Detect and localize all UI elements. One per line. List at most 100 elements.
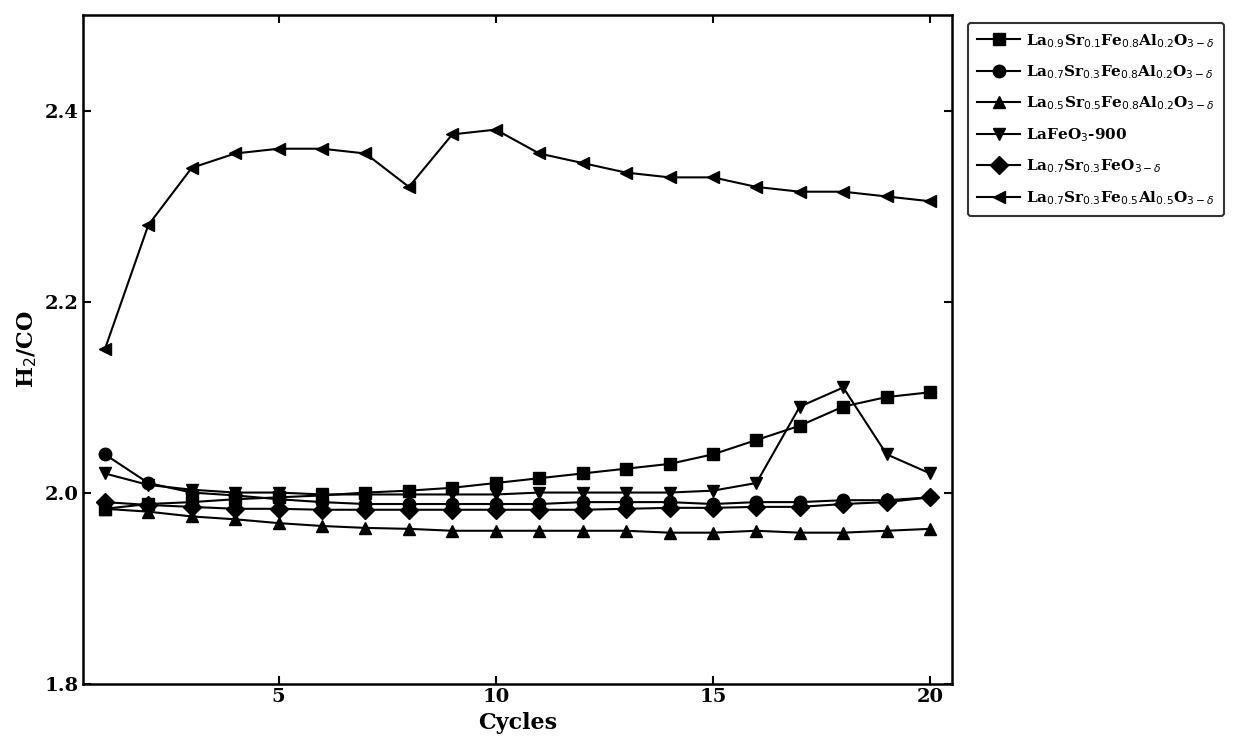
La$_{{0.7}}$Sr$_{{0.3}}$Fe$_{{0.8}}$Al$_{{0.2}}$O$_{{3-\delta}}$	[706, 500, 720, 509]
La$_{{0.7}}$Sr$_{{0.3}}$FeO$_{{3-\delta}}$	[532, 506, 547, 515]
La$_{{0.7}}$Sr$_{{0.3}}$Fe$_{{0.5}}$Al$_{{0.5}}$O$_{{3-\delta}}$	[445, 130, 460, 139]
La$_{{0.7}}$Sr$_{{0.3}}$Fe$_{{0.5}}$Al$_{{0.5}}$O$_{{3-\delta}}$	[272, 145, 286, 154]
La$_{{0.9}}$Sr$_{{0.1}}$Fe$_{{0.8}}$Al$_{{0.2}}$O$_{{3-\delta}}$	[489, 479, 503, 488]
LaFeO$_3$-900	[272, 488, 286, 497]
La$_{{0.7}}$Sr$_{{0.3}}$FeO$_{{3-\delta}}$	[575, 506, 590, 515]
La$_{{0.7}}$Sr$_{{0.3}}$FeO$_{{3-\delta}}$	[836, 500, 851, 509]
La$_{{0.5}}$Sr$_{{0.5}}$Fe$_{{0.8}}$Al$_{{0.2}}$O$_{{3-\delta}}$	[706, 528, 720, 537]
La$_{{0.5}}$Sr$_{{0.5}}$Fe$_{{0.8}}$Al$_{{0.2}}$O$_{{3-\delta}}$	[141, 507, 156, 516]
La$_{{0.7}}$Sr$_{{0.3}}$Fe$_{{0.5}}$Al$_{{0.5}}$O$_{{3-\delta}}$	[98, 345, 113, 354]
Line: LaFeO$_3$-900: LaFeO$_3$-900	[99, 381, 936, 501]
La$_{{0.5}}$Sr$_{{0.5}}$Fe$_{{0.8}}$Al$_{{0.2}}$O$_{{3-\delta}}$	[532, 527, 547, 536]
LaFeO$_3$-900	[98, 469, 113, 478]
La$_{{0.7}}$Sr$_{{0.3}}$FeO$_{{3-\delta}}$	[662, 503, 677, 512]
La$_{{0.5}}$Sr$_{{0.5}}$Fe$_{{0.8}}$Al$_{{0.2}}$O$_{{3-\delta}}$	[98, 504, 113, 513]
La$_{{0.5}}$Sr$_{{0.5}}$Fe$_{{0.8}}$Al$_{{0.2}}$O$_{{3-\delta}}$	[315, 521, 330, 530]
La$_{{0.7}}$Sr$_{{0.3}}$Fe$_{{0.8}}$Al$_{{0.2}}$O$_{{3-\delta}}$	[185, 488, 200, 497]
La$_{{0.5}}$Sr$_{{0.5}}$Fe$_{{0.8}}$Al$_{{0.2}}$O$_{{3-\delta}}$	[272, 518, 286, 527]
La$_{{0.7}}$Sr$_{{0.3}}$Fe$_{{0.5}}$Al$_{{0.5}}$O$_{{3-\delta}}$	[141, 221, 156, 230]
La$_{{0.7}}$Sr$_{{0.3}}$FeO$_{{3-\delta}}$	[445, 506, 460, 515]
La$_{{0.5}}$Sr$_{{0.5}}$Fe$_{{0.8}}$Al$_{{0.2}}$O$_{{3-\delta}}$	[228, 515, 243, 524]
La$_{{0.7}}$Sr$_{{0.3}}$Fe$_{{0.5}}$Al$_{{0.5}}$O$_{{3-\delta}}$	[619, 168, 634, 177]
La$_{{0.7}}$Sr$_{{0.3}}$Fe$_{{0.5}}$Al$_{{0.5}}$O$_{{3-\delta}}$	[879, 192, 894, 201]
La$_{{0.7}}$Sr$_{{0.3}}$Fe$_{{0.5}}$Al$_{{0.5}}$O$_{{3-\delta}}$	[792, 187, 807, 196]
La$_{{0.9}}$Sr$_{{0.1}}$Fe$_{{0.8}}$Al$_{{0.2}}$O$_{{3-\delta}}$	[358, 488, 373, 497]
La$_{{0.9}}$Sr$_{{0.1}}$Fe$_{{0.8}}$Al$_{{0.2}}$O$_{{3-\delta}}$	[272, 493, 286, 502]
La$_{{0.7}}$Sr$_{{0.3}}$FeO$_{{3-\delta}}$	[228, 504, 243, 513]
La$_{{0.7}}$Sr$_{{0.3}}$FeO$_{{3-\delta}}$	[879, 497, 894, 506]
La$_{{0.5}}$Sr$_{{0.5}}$Fe$_{{0.8}}$Al$_{{0.2}}$O$_{{3-\delta}}$	[358, 524, 373, 533]
La$_{{0.7}}$Sr$_{{0.3}}$Fe$_{{0.5}}$Al$_{{0.5}}$O$_{{3-\delta}}$	[706, 173, 720, 182]
La$_{{0.7}}$Sr$_{{0.3}}$FeO$_{{3-\delta}}$	[749, 503, 764, 512]
La$_{{0.7}}$Sr$_{{0.3}}$Fe$_{{0.5}}$Al$_{{0.5}}$O$_{{3-\delta}}$	[923, 197, 937, 206]
LaFeO$_3$-900	[402, 490, 417, 499]
La$_{{0.7}}$Sr$_{{0.3}}$Fe$_{{0.5}}$Al$_{{0.5}}$O$_{{3-\delta}}$	[749, 183, 764, 192]
La$_{{0.7}}$Sr$_{{0.3}}$Fe$_{{0.8}}$Al$_{{0.2}}$O$_{{3-\delta}}$	[315, 497, 330, 506]
La$_{{0.7}}$Sr$_{{0.3}}$FeO$_{{3-\delta}}$	[185, 503, 200, 512]
La$_{{0.7}}$Sr$_{{0.3}}$Fe$_{{0.5}}$Al$_{{0.5}}$O$_{{3-\delta}}$	[575, 159, 590, 168]
La$_{{0.7}}$Sr$_{{0.3}}$Fe$_{{0.8}}$Al$_{{0.2}}$O$_{{3-\delta}}$	[358, 500, 373, 509]
La$_{{0.7}}$Sr$_{{0.3}}$Fe$_{{0.8}}$Al$_{{0.2}}$O$_{{3-\delta}}$	[923, 493, 937, 502]
La$_{{0.7}}$Sr$_{{0.3}}$FeO$_{{3-\delta}}$	[272, 504, 286, 513]
La$_{{0.7}}$Sr$_{{0.3}}$Fe$_{{0.5}}$Al$_{{0.5}}$O$_{{3-\delta}}$	[228, 149, 243, 158]
Line: La$_{{0.7}}$Sr$_{{0.3}}$Fe$_{{0.8}}$Al$_{{0.2}}$O$_{{3-\delta}}$: La$_{{0.7}}$Sr$_{{0.3}}$Fe$_{{0.8}}$Al$_…	[99, 448, 936, 510]
La$_{{0.7}}$Sr$_{{0.3}}$Fe$_{{0.8}}$Al$_{{0.2}}$O$_{{3-\delta}}$	[532, 500, 547, 509]
La$_{{0.7}}$Sr$_{{0.3}}$Fe$_{{0.5}}$Al$_{{0.5}}$O$_{{3-\delta}}$	[402, 183, 417, 192]
La$_{{0.9}}$Sr$_{{0.1}}$Fe$_{{0.8}}$Al$_{{0.2}}$O$_{{3-\delta}}$	[98, 504, 113, 513]
LaFeO$_3$-900	[923, 469, 937, 478]
La$_{{0.7}}$Sr$_{{0.3}}$Fe$_{{0.8}}$Al$_{{0.2}}$O$_{{3-\delta}}$	[792, 497, 807, 506]
La$_{{0.5}}$Sr$_{{0.5}}$Fe$_{{0.8}}$Al$_{{0.2}}$O$_{{3-\delta}}$	[185, 512, 200, 521]
La$_{{0.9}}$Sr$_{{0.1}}$Fe$_{{0.8}}$Al$_{{0.2}}$O$_{{3-\delta}}$	[228, 495, 243, 504]
La$_{{0.7}}$Sr$_{{0.3}}$Fe$_{{0.8}}$Al$_{{0.2}}$O$_{{3-\delta}}$	[402, 500, 417, 509]
La$_{{0.7}}$Sr$_{{0.3}}$FeO$_{{3-\delta}}$	[706, 503, 720, 512]
La$_{{0.5}}$Sr$_{{0.5}}$Fe$_{{0.8}}$Al$_{{0.2}}$O$_{{3-\delta}}$	[489, 527, 503, 536]
La$_{{0.5}}$Sr$_{{0.5}}$Fe$_{{0.8}}$Al$_{{0.2}}$O$_{{3-\delta}}$	[792, 528, 807, 537]
Line: La$_{{0.9}}$Sr$_{{0.1}}$Fe$_{{0.8}}$Al$_{{0.2}}$O$_{{3-\delta}}$: La$_{{0.9}}$Sr$_{{0.1}}$Fe$_{{0.8}}$Al$_…	[99, 386, 936, 515]
La$_{{0.7}}$Sr$_{{0.3}}$Fe$_{{0.5}}$Al$_{{0.5}}$O$_{{3-\delta}}$	[532, 149, 547, 158]
La$_{{0.7}}$Sr$_{{0.3}}$Fe$_{{0.8}}$Al$_{{0.2}}$O$_{{3-\delta}}$	[141, 479, 156, 488]
La$_{{0.5}}$Sr$_{{0.5}}$Fe$_{{0.8}}$Al$_{{0.2}}$O$_{{3-\delta}}$	[836, 528, 851, 537]
La$_{{0.9}}$Sr$_{{0.1}}$Fe$_{{0.8}}$Al$_{{0.2}}$O$_{{3-\delta}}$	[792, 421, 807, 430]
La$_{{0.9}}$Sr$_{{0.1}}$Fe$_{{0.8}}$Al$_{{0.2}}$O$_{{3-\delta}}$	[141, 500, 156, 509]
La$_{{0.9}}$Sr$_{{0.1}}$Fe$_{{0.8}}$Al$_{{0.2}}$O$_{{3-\delta}}$	[402, 486, 417, 495]
LaFeO$_3$-900	[706, 486, 720, 495]
La$_{{0.7}}$Sr$_{{0.3}}$Fe$_{{0.8}}$Al$_{{0.2}}$O$_{{3-\delta}}$	[445, 500, 460, 509]
LaFeO$_3$-900	[185, 485, 200, 494]
La$_{{0.7}}$Sr$_{{0.3}}$Fe$_{{0.5}}$Al$_{{0.5}}$O$_{{3-\delta}}$	[836, 187, 851, 196]
La$_{{0.5}}$Sr$_{{0.5}}$Fe$_{{0.8}}$Al$_{{0.2}}$O$_{{3-\delta}}$	[575, 527, 590, 536]
La$_{{0.5}}$Sr$_{{0.5}}$Fe$_{{0.8}}$Al$_{{0.2}}$O$_{{3-\delta}}$	[402, 524, 417, 533]
Legend: La$_{{0.9}}$Sr$_{{0.1}}$Fe$_{{0.8}}$Al$_{{0.2}}$O$_{{3-\delta}}$, La$_{{0.7}}$Sr: La$_{{0.9}}$Sr$_{{0.1}}$Fe$_{{0.8}}$Al$_…	[968, 22, 1224, 216]
La$_{{0.9}}$Sr$_{{0.1}}$Fe$_{{0.8}}$Al$_{{0.2}}$O$_{{3-\delta}}$	[185, 497, 200, 506]
LaFeO$_3$-900	[836, 383, 851, 392]
La$_{{0.9}}$Sr$_{{0.1}}$Fe$_{{0.8}}$Al$_{{0.2}}$O$_{{3-\delta}}$	[836, 402, 851, 411]
Line: La$_{{0.5}}$Sr$_{{0.5}}$Fe$_{{0.8}}$Al$_{{0.2}}$O$_{{3-\delta}}$: La$_{{0.5}}$Sr$_{{0.5}}$Fe$_{{0.8}}$Al$_…	[99, 503, 936, 539]
LaFeO$_3$-900	[662, 488, 677, 497]
La$_{{0.9}}$Sr$_{{0.1}}$Fe$_{{0.8}}$Al$_{{0.2}}$O$_{{3-\delta}}$	[532, 473, 547, 482]
La$_{{0.9}}$Sr$_{{0.1}}$Fe$_{{0.8}}$Al$_{{0.2}}$O$_{{3-\delta}}$	[619, 464, 634, 473]
LaFeO$_3$-900	[358, 490, 373, 499]
La$_{{0.7}}$Sr$_{{0.3}}$Fe$_{{0.5}}$Al$_{{0.5}}$O$_{{3-\delta}}$	[662, 173, 677, 182]
La$_{{0.7}}$Sr$_{{0.3}}$Fe$_{{0.8}}$Al$_{{0.2}}$O$_{{3-\delta}}$	[662, 497, 677, 506]
Line: La$_{{0.7}}$Sr$_{{0.3}}$FeO$_{{3-\delta}}$: La$_{{0.7}}$Sr$_{{0.3}}$FeO$_{{3-\delta}…	[99, 491, 936, 516]
La$_{{0.7}}$Sr$_{{0.3}}$FeO$_{{3-\delta}}$	[141, 500, 156, 509]
La$_{{0.5}}$Sr$_{{0.5}}$Fe$_{{0.8}}$Al$_{{0.2}}$O$_{{3-\delta}}$	[619, 527, 634, 536]
LaFeO$_3$-900	[749, 479, 764, 488]
La$_{{0.7}}$Sr$_{{0.3}}$Fe$_{{0.5}}$Al$_{{0.5}}$O$_{{3-\delta}}$	[185, 163, 200, 172]
La$_{{0.9}}$Sr$_{{0.1}}$Fe$_{{0.8}}$Al$_{{0.2}}$O$_{{3-\delta}}$	[445, 483, 460, 492]
La$_{{0.7}}$Sr$_{{0.3}}$FeO$_{{3-\delta}}$	[358, 506, 373, 515]
La$_{{0.7}}$Sr$_{{0.3}}$Fe$_{{0.8}}$Al$_{{0.2}}$O$_{{3-\delta}}$	[98, 450, 113, 459]
La$_{{0.5}}$Sr$_{{0.5}}$Fe$_{{0.8}}$Al$_{{0.2}}$O$_{{3-\delta}}$	[923, 524, 937, 533]
La$_{{0.7}}$Sr$_{{0.3}}$Fe$_{{0.8}}$Al$_{{0.2}}$O$_{{3-\delta}}$	[489, 500, 503, 509]
X-axis label: Cycles: Cycles	[477, 712, 557, 734]
LaFeO$_3$-900	[141, 480, 156, 489]
LaFeO$_3$-900	[489, 490, 503, 499]
La$_{{0.7}}$Sr$_{{0.3}}$Fe$_{{0.8}}$Al$_{{0.2}}$O$_{{3-\delta}}$	[575, 497, 590, 506]
La$_{{0.7}}$Sr$_{{0.3}}$Fe$_{{0.8}}$Al$_{{0.2}}$O$_{{3-\delta}}$	[272, 495, 286, 504]
Line: La$_{{0.7}}$Sr$_{{0.3}}$Fe$_{{0.5}}$Al$_{{0.5}}$O$_{{3-\delta}}$: La$_{{0.7}}$Sr$_{{0.3}}$Fe$_{{0.5}}$Al$_…	[99, 124, 936, 356]
La$_{{0.7}}$Sr$_{{0.3}}$Fe$_{{0.5}}$Al$_{{0.5}}$O$_{{3-\delta}}$	[489, 125, 503, 134]
La$_{{0.7}}$Sr$_{{0.3}}$Fe$_{{0.8}}$Al$_{{0.2}}$O$_{{3-\delta}}$	[879, 496, 894, 505]
LaFeO$_3$-900	[619, 488, 634, 497]
LaFeO$_3$-900	[315, 490, 330, 499]
La$_{{0.9}}$Sr$_{{0.1}}$Fe$_{{0.8}}$Al$_{{0.2}}$O$_{{3-\delta}}$	[749, 435, 764, 444]
LaFeO$_3$-900	[792, 402, 807, 411]
